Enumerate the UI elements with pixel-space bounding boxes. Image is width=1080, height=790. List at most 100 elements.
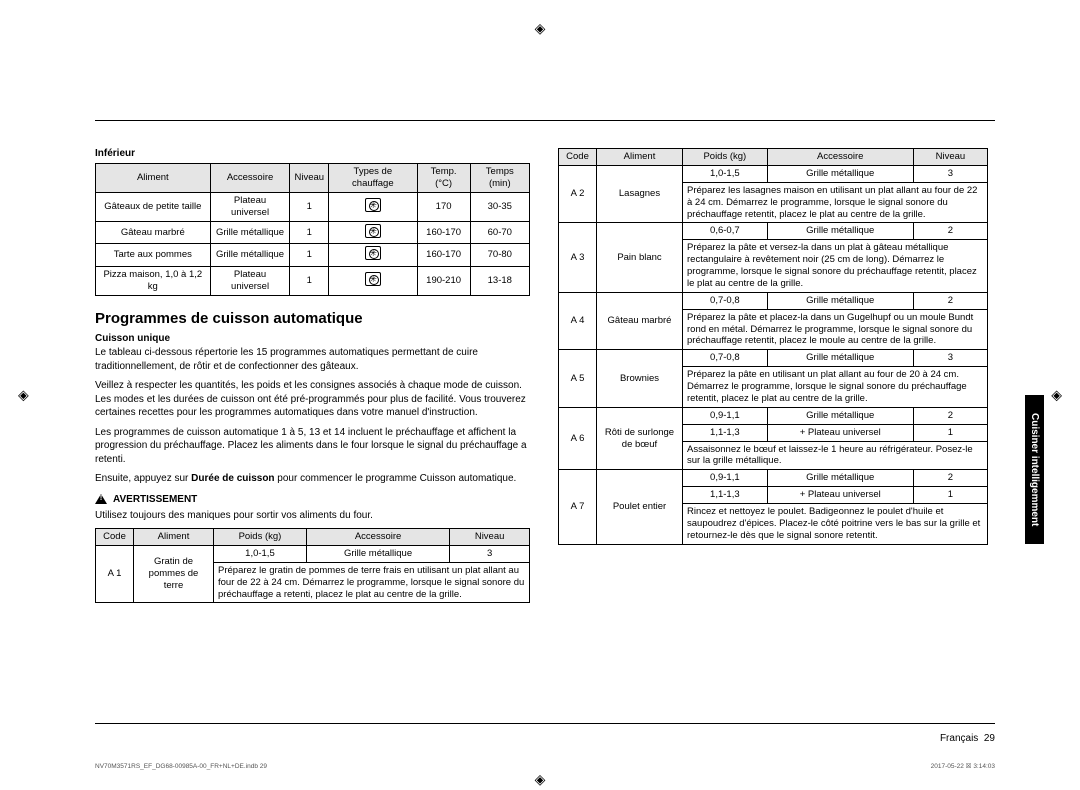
- top-rule: [95, 120, 995, 121]
- td-aliment: Gâteau marbré: [597, 292, 683, 350]
- page-content: Inférieur Aliment Accessoire Niveau Type…: [0, 0, 1080, 643]
- td-desc: Préparez la pâte et placez-la dans un Gu…: [683, 309, 988, 350]
- th: Temps (min): [470, 164, 529, 193]
- th: Poids (kg): [683, 149, 768, 166]
- crop-mark: ◈: [535, 20, 546, 37]
- td-desc: Préparez les lasagnes maison en utilisan…: [683, 182, 988, 223]
- td: Tarte aux pommes: [96, 244, 211, 267]
- td-desc: Préparez la pâte et versez-la dans un pl…: [683, 240, 988, 293]
- td: Grille métallique: [767, 223, 913, 240]
- td: [329, 244, 418, 267]
- td: 2: [913, 470, 987, 487]
- td: 0,7-0,8: [683, 350, 768, 367]
- td: 1,0-1,5: [683, 165, 768, 182]
- auto-programs-table-right: Code Aliment Poids (kg) Accessoire Nivea…: [558, 148, 988, 545]
- td-desc: Préparez le gratin de pommes de terre fr…: [214, 562, 530, 603]
- th: Accessoire: [210, 164, 290, 193]
- td: Grille métallique: [767, 350, 913, 367]
- td: [329, 192, 418, 221]
- footer-filename: NV70M3571RS_EF_DG68-00985A-00_FR+NL+DE.i…: [95, 763, 267, 770]
- td: + Plateau universel: [767, 487, 913, 504]
- td: 3: [450, 545, 530, 562]
- td-code: A 3: [559, 223, 597, 292]
- td: 1: [290, 221, 329, 244]
- td-aliment: Poulet entier: [597, 470, 683, 544]
- td: 1: [913, 424, 987, 441]
- td: Grille métallique: [306, 545, 449, 562]
- td: Grille métallique: [767, 407, 913, 424]
- td-desc: Préparez la pâte en utilisant un plat al…: [683, 367, 988, 408]
- td: 0,7-0,8: [683, 292, 768, 309]
- th: Code: [559, 149, 597, 166]
- paragraph: Le tableau ci-dessous répertorie les 15 …: [95, 346, 530, 373]
- fan-heat-icon: [365, 224, 381, 238]
- td: 1: [290, 244, 329, 267]
- td-code: A 1: [96, 545, 134, 603]
- subheading: Cuisson unique: [95, 333, 530, 344]
- inferieur-table: Aliment Accessoire Niveau Types de chauf…: [95, 163, 530, 296]
- td: 1,1-1,3: [683, 424, 768, 441]
- td-aliment: Gratin de pommes de terre: [134, 545, 214, 603]
- td: Gâteaux de petite taille: [96, 192, 211, 221]
- td-desc: Rincez et nettoyez le poulet. Badigeonne…: [683, 504, 988, 545]
- td-aliment: Rôti de surlonge de bœuf: [597, 407, 683, 470]
- td: 3: [913, 165, 987, 182]
- td: 1: [290, 267, 329, 296]
- td: 60-70: [470, 221, 529, 244]
- section-heading: Programmes de cuisson automatique: [95, 310, 530, 327]
- td: 2: [913, 407, 987, 424]
- td-code: A 7: [559, 470, 597, 544]
- th: Niveau: [450, 529, 530, 546]
- side-tab: Cuisiner intelligemment: [1025, 395, 1044, 544]
- td-code: A 4: [559, 292, 597, 350]
- th: Aliment: [96, 164, 211, 193]
- td-code: A 6: [559, 407, 597, 470]
- td-aliment: Brownies: [597, 350, 683, 408]
- td: 0,6-0,7: [683, 223, 768, 240]
- th: Poids (kg): [214, 529, 307, 546]
- td: Gâteau marbré: [96, 221, 211, 244]
- td: [329, 267, 418, 296]
- auto-programs-table-left: Code Aliment Poids (kg) Accessoire Nivea…: [95, 528, 530, 603]
- td: + Plateau universel: [767, 424, 913, 441]
- td: 2: [913, 223, 987, 240]
- td: 1,0-1,5: [214, 545, 307, 562]
- td: 1: [290, 192, 329, 221]
- td: 1: [913, 487, 987, 504]
- fan-heat-icon: [365, 246, 381, 260]
- th: Accessoire: [306, 529, 449, 546]
- td: 30-35: [470, 192, 529, 221]
- td: 2: [913, 292, 987, 309]
- th: Niveau: [290, 164, 329, 193]
- fan-heat-icon: [365, 198, 381, 212]
- td: 160-170: [417, 244, 470, 267]
- paragraph: Veillez à respecter les quantités, les p…: [95, 379, 530, 420]
- paragraph: Les programmes de cuisson automatique 1 …: [95, 426, 530, 467]
- td: 160-170: [417, 221, 470, 244]
- left-column: Inférieur Aliment Accessoire Niveau Type…: [95, 120, 530, 603]
- td: Plateau universel: [210, 267, 290, 296]
- th: Temp. (°C): [417, 164, 470, 193]
- td: 13-18: [470, 267, 529, 296]
- th: Aliment: [597, 149, 683, 166]
- right-column: Code Aliment Poids (kg) Accessoire Nivea…: [558, 120, 988, 603]
- page-number: Français 29: [940, 733, 995, 744]
- th: Types de chauffage: [329, 164, 418, 193]
- th: Aliment: [134, 529, 214, 546]
- td-aliment: Pain blanc: [597, 223, 683, 292]
- warning-text: Utilisez toujours des maniques pour sort…: [95, 509, 530, 523]
- td: 0,9-1,1: [683, 407, 768, 424]
- footer-timestamp: 2017-05-22 ☒ 3:14:03: [931, 762, 995, 770]
- bottom-rule: [95, 723, 995, 724]
- td: 3: [913, 350, 987, 367]
- td-code: A 2: [559, 165, 597, 223]
- td-aliment: Lasagnes: [597, 165, 683, 223]
- td: 1,1-1,3: [683, 487, 768, 504]
- td-desc: Assaisonnez le bœuf et laissez-le 1 heur…: [683, 441, 988, 470]
- th: Niveau: [913, 149, 987, 166]
- th: Accessoire: [767, 149, 913, 166]
- td: Pizza maison, 1,0 à 1,2 kg: [96, 267, 211, 296]
- td: [329, 221, 418, 244]
- warning-icon: [95, 494, 107, 504]
- crop-mark: ◈: [535, 771, 546, 788]
